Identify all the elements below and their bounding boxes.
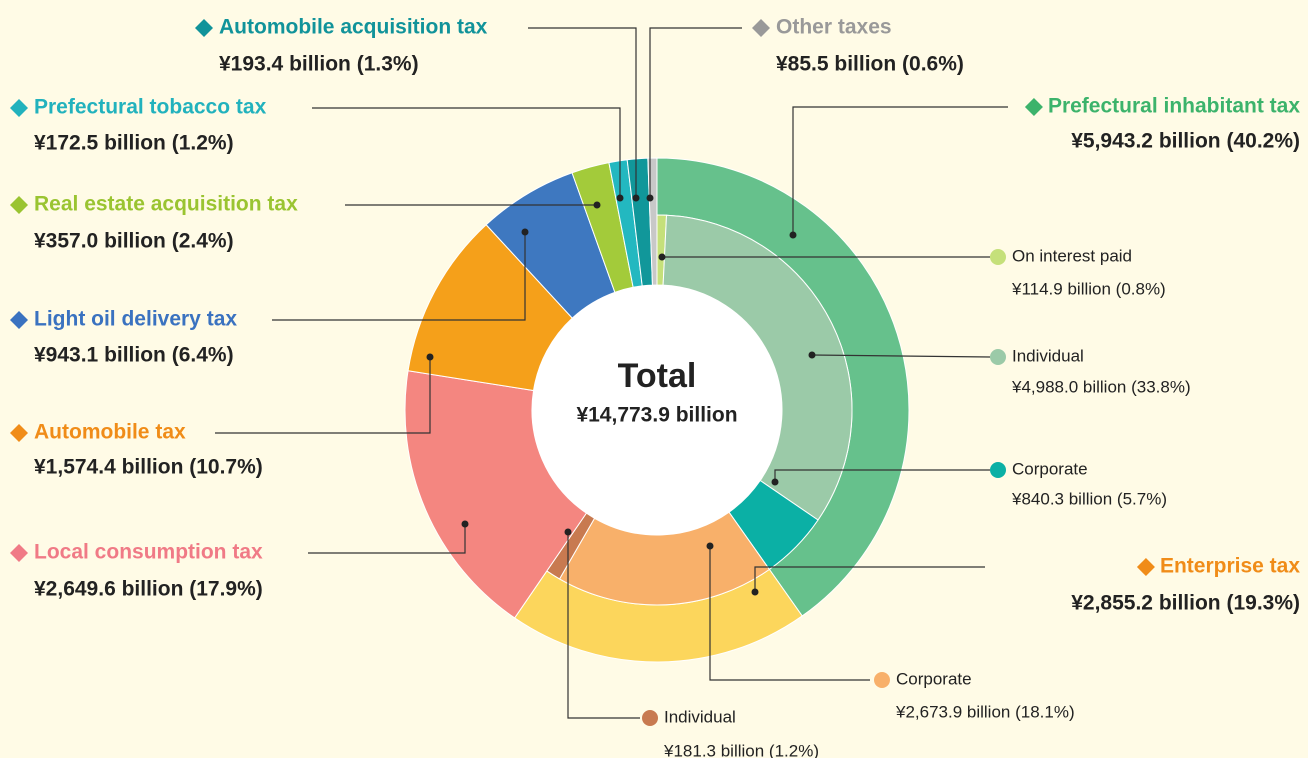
- donut-hole: [532, 285, 782, 535]
- label-name: Prefectural inhabitant tax: [1048, 95, 1300, 118]
- leaders: [215, 27, 1008, 719]
- label-name: Prefectural tobacco tax: [34, 96, 267, 119]
- leader-line: [774, 469, 990, 482]
- leader-dot: [646, 194, 654, 202]
- sub-label-name: Corporate: [1012, 459, 1088, 478]
- legend-marker: [10, 424, 28, 442]
- leader-line: [811, 354, 991, 358]
- legend-marker: [10, 196, 28, 214]
- legend-marker: [10, 544, 28, 562]
- leader-dot: [632, 194, 640, 202]
- label-name: Other taxes: [776, 16, 892, 39]
- label-name: Light oil delivery tax: [34, 308, 237, 331]
- label-value: ¥1,574.4 billion (10.7%): [34, 456, 263, 479]
- label-value: ¥5,943.2 billion (40.2%): [1071, 130, 1300, 153]
- leader-dot: [706, 542, 714, 550]
- legend-marker: [1024, 98, 1043, 116]
- leader-dot: [564, 528, 572, 536]
- leader-line: [528, 27, 637, 198]
- center-title: Total: [618, 357, 697, 395]
- leader-dot: [461, 520, 469, 528]
- legend-marker: [10, 99, 28, 117]
- sub-label-name: On interest paid: [1012, 246, 1132, 265]
- label-name: Local consumption tax: [34, 541, 263, 564]
- label-value: ¥2,649.6 billion (17.9%): [34, 578, 263, 601]
- label-name: Automobile acquisition tax: [219, 16, 488, 39]
- leader-dot: [616, 194, 624, 202]
- legend-marker: [1136, 558, 1155, 576]
- label-value: ¥85.5 billion (0.6%): [776, 53, 964, 76]
- leader-dot: [771, 478, 779, 486]
- legend-marker: [990, 349, 1006, 365]
- label-name: Enterprise tax: [1160, 555, 1300, 578]
- leader-dot: [426, 353, 434, 361]
- legend-marker: [642, 710, 658, 726]
- legend-marker: [195, 19, 213, 37]
- sub-label-name: Corporate: [896, 669, 972, 688]
- sub-label-value: ¥114.9 billion (0.8%): [1011, 279, 1166, 298]
- legend-marker: [752, 19, 770, 37]
- label-value: ¥357.0 billion (2.4%): [34, 230, 234, 253]
- leader-line: [567, 532, 640, 719]
- donut: [404, 157, 910, 663]
- sub-label-value: ¥2,673.9 billion (18.1%): [895, 702, 1075, 721]
- legend-marker: [990, 249, 1006, 265]
- leader-dot: [521, 228, 529, 236]
- leader-line: [709, 546, 870, 681]
- leader-line: [272, 232, 526, 321]
- leader-dot: [593, 201, 601, 209]
- leader-line: [792, 106, 1008, 235]
- leader-dot: [808, 351, 816, 359]
- leader-dot: [789, 231, 797, 239]
- sub-label-value: ¥181.3 billion (1.2%): [663, 741, 819, 758]
- leader-line: [649, 27, 742, 198]
- legend-marker: [990, 462, 1006, 478]
- sub-label-name: Individual: [664, 707, 736, 726]
- leader-line: [215, 357, 431, 434]
- leader-line: [308, 524, 466, 554]
- leader-line: [312, 107, 621, 198]
- leader-dot: [658, 253, 666, 261]
- legend-marker: [10, 311, 28, 329]
- labels: On interest paid ¥114.9 billion (0.8%) Ind…: [10, 16, 1300, 758]
- legend-marker: [874, 672, 890, 688]
- label-value: ¥2,855.2 billion (19.3%): [1071, 592, 1300, 615]
- label-name: Automobile tax: [34, 421, 186, 444]
- sub-label-value: ¥840.3 billion (5.7%): [1011, 489, 1167, 508]
- label-value: ¥943.1 billion (6.4%): [34, 344, 234, 367]
- leader-line: [754, 566, 985, 592]
- center-label: ¥14,773.9 billion: [576, 404, 737, 427]
- label-value: ¥172.5 billion (1.2%): [34, 132, 234, 155]
- label-name: Real estate acquisition tax: [34, 193, 298, 216]
- sub-label-value: ¥4,988.0 billion (33.8%): [1011, 377, 1191, 396]
- leader-dot: [751, 588, 759, 596]
- sub-label-name: Individual: [1012, 346, 1084, 365]
- label-value: ¥193.4 billion (1.3%): [219, 53, 419, 76]
